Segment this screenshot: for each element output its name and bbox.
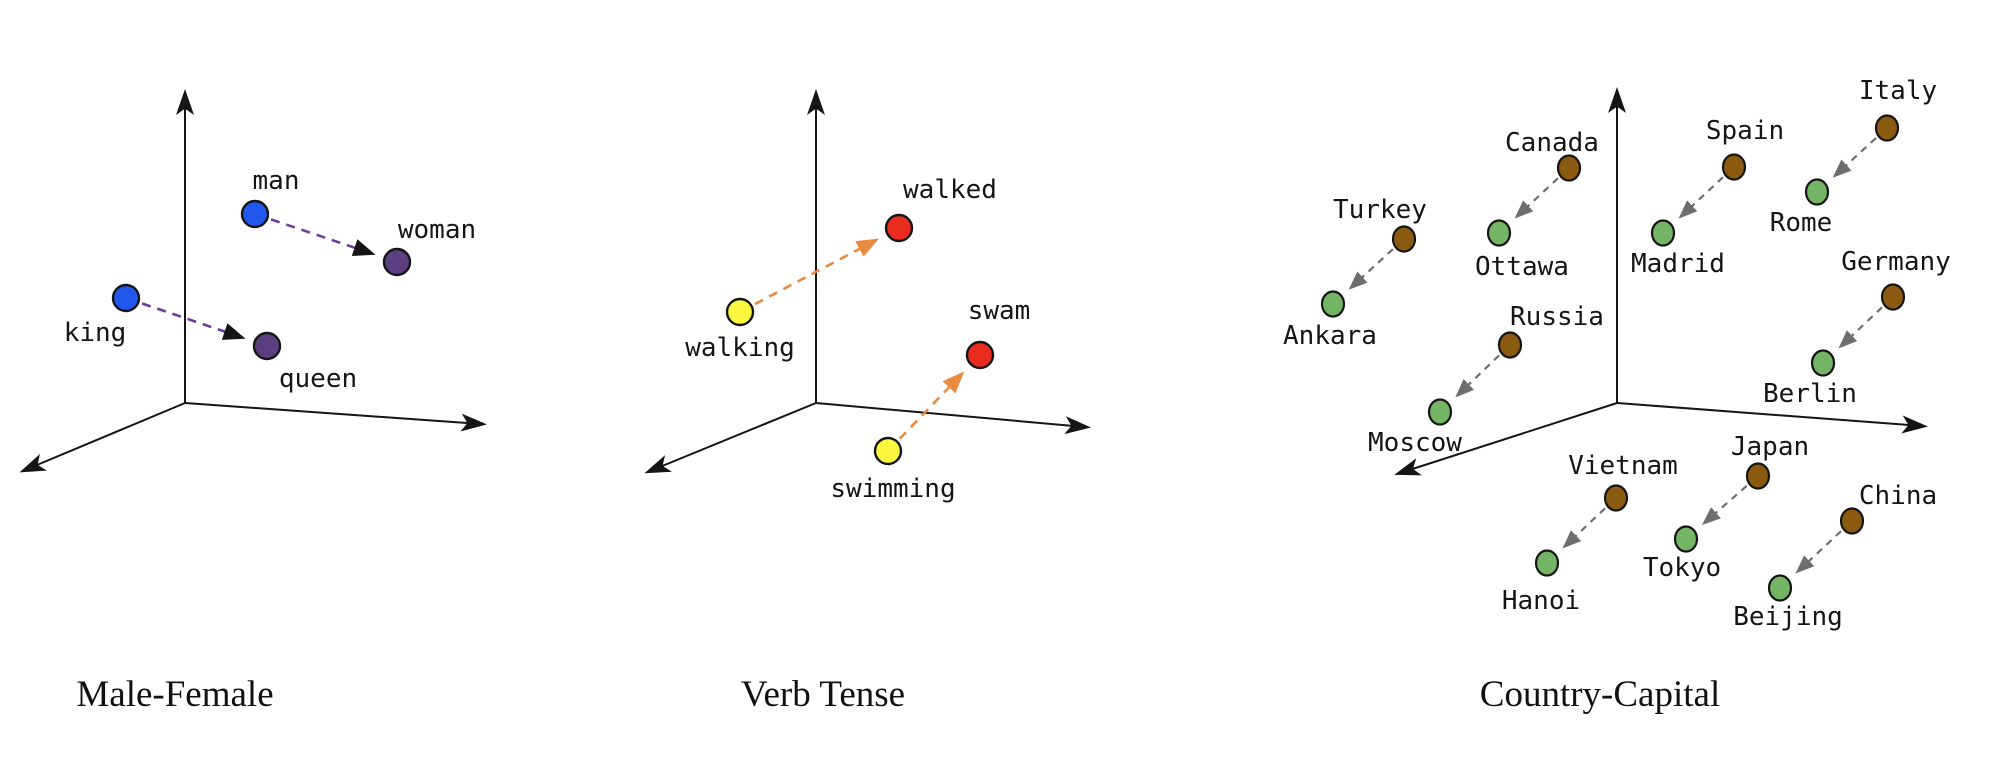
point-label-berlin: Berlin <box>1763 379 1857 409</box>
point-label-japan: Japan <box>1731 432 1809 462</box>
arrow-china-to-beijing <box>1795 530 1842 574</box>
point-canada <box>1556 154 1582 182</box>
point-label-germany: Germany <box>1841 247 1951 277</box>
point-label-tokyo: Tokyo <box>1643 553 1721 583</box>
arrow-russia-to-moscow <box>1455 354 1500 398</box>
point-man <box>240 199 270 229</box>
point-label-italy: Italy <box>1859 76 1937 106</box>
arrow-man-to-woman <box>270 218 376 257</box>
arrow-japan-to-tokyo <box>1701 485 1748 526</box>
point-vietnam <box>1603 484 1629 512</box>
point-label-ottawa: Ottawa <box>1475 252 1569 282</box>
point-label-turkey: Turkey <box>1333 195 1427 225</box>
panel-caption-country-capital: Country-Capital <box>1480 674 1720 715</box>
point-label-russia: Russia <box>1510 302 1604 332</box>
point-rome <box>1804 178 1830 206</box>
panel-verb-tense: walking walked swimming swam <box>644 89 1091 504</box>
arrow-italy-to-rome <box>1832 137 1877 178</box>
point-label-king: king <box>64 318 127 348</box>
point-ottawa <box>1486 219 1512 247</box>
point-berlin <box>1810 349 1836 377</box>
point-label-madrid: Madrid <box>1631 249 1725 279</box>
arrow-king-to-queen <box>141 302 246 340</box>
arrow-walking-to-walked <box>754 238 879 306</box>
point-label-man: man <box>253 166 300 196</box>
point-label-rome: Rome <box>1770 208 1833 238</box>
point-turkey <box>1391 225 1417 253</box>
male-female-axis-z <box>19 402 186 473</box>
point-king <box>111 283 141 313</box>
point-beijing <box>1767 574 1793 602</box>
point-label-china: China <box>1859 481 1937 511</box>
point-label-canada: Canada <box>1505 128 1599 158</box>
point-label-swam: swam <box>968 296 1031 326</box>
point-label-beijing: Beijing <box>1733 602 1843 632</box>
point-swam <box>965 340 995 370</box>
panel-caption-male-female: Male-Female <box>76 674 273 715</box>
country-capital-axis-x <box>1616 402 1928 434</box>
point-label-vietnam: Vietnam <box>1568 451 1678 481</box>
point-label-queen: queen <box>279 364 357 394</box>
point-label-walked: walked <box>903 175 997 205</box>
point-label-hanoi: Hanoi <box>1502 586 1580 616</box>
arrow-canada-to-ottawa <box>1514 177 1559 219</box>
point-madrid <box>1650 219 1676 247</box>
point-russia <box>1497 331 1523 359</box>
verb-tense-axis-x <box>815 402 1091 435</box>
point-hanoi <box>1534 549 1560 577</box>
point-label-woman: woman <box>398 215 476 245</box>
arrow-turkey-to-ankara <box>1348 248 1394 290</box>
point-china <box>1839 507 1865 535</box>
panels-layer: man woman king queen walking walked swimming sw… <box>19 76 1951 632</box>
point-woman <box>382 247 412 277</box>
point-walking <box>725 297 755 327</box>
arrow-vietnam-to-hanoi <box>1562 507 1606 549</box>
arrow-spain-to-madrid <box>1678 176 1724 219</box>
country-capital-axis-z <box>1394 402 1618 476</box>
point-label-swimming: swimming <box>830 474 955 504</box>
point-italy <box>1874 114 1900 142</box>
point-label-moscow: Moscow <box>1368 428 1462 458</box>
arrow-swimming-to-swam <box>898 371 965 440</box>
point-ankara <box>1320 290 1346 318</box>
point-walked <box>884 213 914 243</box>
point-label-spain: Spain <box>1706 116 1784 146</box>
panel-country-capital: Turkey Ankara Canada Ottawa Spain Madrid Italy… <box>1283 76 1951 632</box>
point-japan <box>1745 462 1771 490</box>
point-queen <box>252 331 282 361</box>
arrow-germany-to-berlin <box>1838 306 1883 349</box>
point-swimming <box>873 436 903 466</box>
point-spain <box>1721 153 1747 181</box>
male-female-axis-x <box>184 402 487 432</box>
point-label-walking: walking <box>685 333 795 363</box>
panel-caption-verb-tense: Verb Tense <box>741 674 905 715</box>
point-label-ankara: Ankara <box>1283 321 1377 351</box>
point-germany <box>1880 283 1906 311</box>
panel-male-female: man woman king queen <box>19 89 487 473</box>
verb-tense-axis-z <box>644 402 817 474</box>
point-tokyo <box>1673 525 1699 553</box>
point-moscow <box>1427 398 1453 426</box>
